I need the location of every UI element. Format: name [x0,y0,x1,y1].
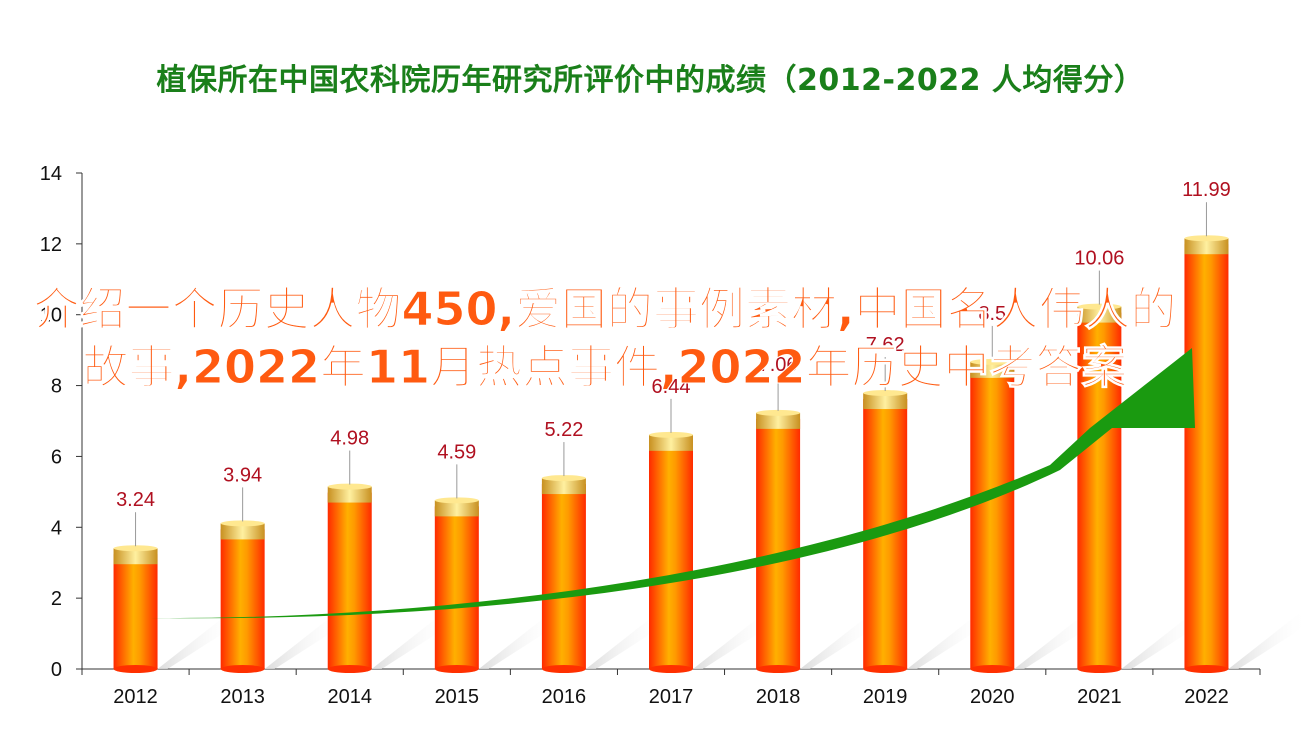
bar-cap [1077,306,1122,323]
bar-base [220,665,265,673]
x-tick-label: 2012 [113,686,158,708]
y-tick-label: 2 [51,588,62,610]
data-label: 3.94 [223,464,262,486]
data-label: 7.62 [866,334,905,356]
bar [434,506,479,669]
data-label: 11.99 [1182,179,1231,201]
y-tick-label: 10 [40,305,62,327]
bar-cap-top [970,358,1015,365]
bar-shadow [264,614,345,669]
bar-base [1077,665,1122,673]
bar-cap-top [1184,235,1229,242]
bar [220,529,265,669]
bar-shadow [371,614,452,669]
bar-base [434,665,479,673]
data-label: 3.24 [116,489,155,511]
data-label: 8.5 [978,303,1006,325]
y-tick-label: 6 [51,446,62,468]
bar-shadow [478,614,559,669]
x-tick-label: 2014 [327,686,372,708]
bar-cap-top [434,497,479,504]
bar-base [756,665,801,673]
bar-cap [970,361,1015,378]
bar-shadow [585,614,666,669]
bar-cap-top [863,390,908,397]
x-tick-label: 2018 [756,686,801,708]
y-tick-label: 4 [51,517,62,539]
bar-shadow [800,614,881,669]
bar-cap-top [541,475,586,482]
bar-cap-top [113,545,158,552]
bar-cap [756,412,801,429]
data-label: 6.44 [652,376,691,398]
bar-base [1184,665,1229,673]
x-tick-label: 2017 [649,686,694,708]
bar-cap [434,500,479,517]
bar-cap [649,434,693,451]
bar-cap [327,486,372,503]
bar-shadow [1121,614,1202,669]
bar-cap [1184,238,1229,255]
bar-cap [220,523,265,540]
bar-base [113,665,158,673]
x-tick-label: 2022 [1184,686,1229,708]
chart-title: 植保所在中国农科院历年研究所评价中的成绩（2012-2022 人均得分） [156,63,1145,98]
bar-base [327,665,372,673]
data-labels: 3.24 3.94 4.98 4.59 5.22 6.44 7.06 7.62 8.5 10.06… [116,179,1231,547]
data-label: 7.06 [759,354,798,376]
x-tick-label: 2013 [220,686,265,708]
bar-base [541,665,586,673]
data-label: 4.98 [330,428,369,450]
bar [541,484,586,669]
bars [113,235,1229,673]
bar [970,367,1015,669]
x-tick-label: 2021 [1077,686,1122,708]
bar-cap-top [327,483,372,490]
data-label: 4.59 [437,441,476,463]
bar-cap-top [649,431,693,438]
x-tick-label: 2020 [970,686,1015,708]
bar-cap-top [1077,303,1122,310]
y-tick-label: 0 [51,659,62,681]
bar-shadow [1014,614,1095,669]
y-tick-label: 14 [40,163,62,185]
bar-shadow [693,614,773,669]
bar-cap [863,393,908,410]
bar-shadows [157,614,1301,669]
bar [327,492,372,669]
bar [1077,312,1122,669]
y-tick-label: 12 [40,234,62,256]
bar [756,418,801,669]
x-tick-label: 2016 [542,686,587,708]
x-tick-label: 2019 [863,686,908,708]
data-label: 10.06 [1074,248,1124,270]
bar-cap-top [220,520,265,527]
bar-shadow [1228,614,1301,669]
bar [649,440,693,669]
bar-cap-top [756,409,801,416]
y-tick-label: 8 [51,376,62,398]
bar-shadow [157,614,238,669]
data-label: 5.22 [544,419,583,441]
bar-cap [113,548,158,565]
bar-base [970,665,1015,673]
bar-base [863,665,908,673]
bar-cap [541,478,586,495]
x-tick-label: 2015 [435,686,480,708]
bar [1184,244,1229,669]
bar-shadow [907,614,988,669]
bar [113,554,158,669]
bar-base [649,665,693,673]
